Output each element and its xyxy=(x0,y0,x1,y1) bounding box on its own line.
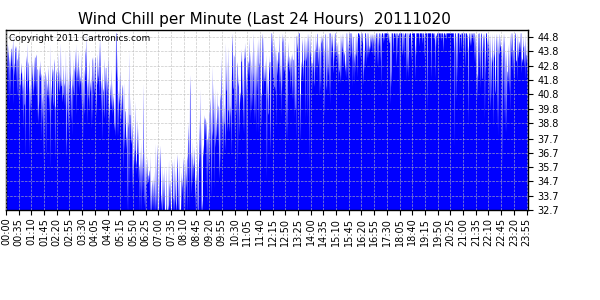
Text: Wind Chill per Minute (Last 24 Hours)  20111020: Wind Chill per Minute (Last 24 Hours) 20… xyxy=(77,12,451,27)
Text: Copyright 2011 Cartronics.com: Copyright 2011 Cartronics.com xyxy=(8,34,150,43)
